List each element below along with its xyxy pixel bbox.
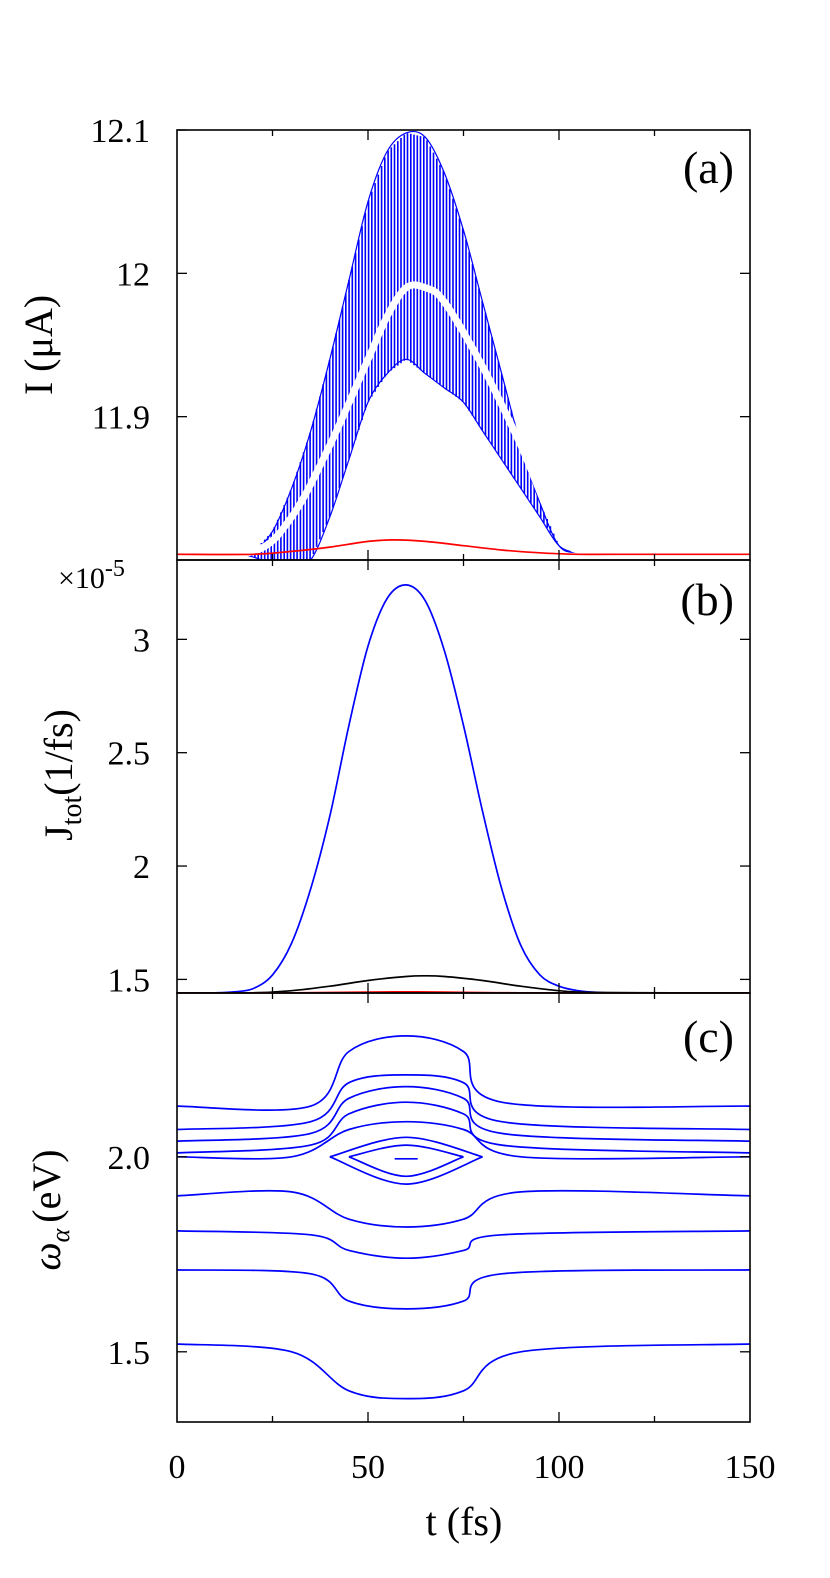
y-tick-label: 12 [116,256,150,293]
panel-c: 1.5 2.0 [108,992,751,1423]
panel-a-label: (a) [683,142,734,193]
x-tick-label: 0 [169,1449,186,1486]
panel-c-label: (c) [683,1011,734,1062]
panel-c-ylabel-symbol: ω [24,1242,69,1270]
panel-b-ylabel: Jtot(1/fs) [36,709,88,841]
series-2-line [177,1085,750,1143]
panel-a-ylabel-text: I (μA) [16,295,61,395]
panel-1-plot-area [177,584,750,993]
y-tick-label: 3 [133,622,150,659]
series-1-line [177,974,750,993]
panel-0-plot-area [177,130,750,560]
series-6-line [177,1230,750,1260]
series-10-line [329,1155,483,1185]
series-4-line [177,1120,750,1160]
panel-b-multiplier-base: ×10 [58,562,105,595]
series-0-line [177,584,750,993]
y-tick-label: 1.5 [108,1335,151,1372]
series-8-line [177,1343,750,1400]
y-tick-label: 2.0 [108,1140,151,1177]
series-1-line [177,539,750,556]
series-3-line [177,1101,750,1154]
panel-1-frame [176,559,751,994]
series-0-line [177,1035,750,1111]
panel-2-plot-area [177,1035,750,1400]
panel-c-ylabel-unit: (eV) [24,1149,69,1222]
panel-a-ylabel: I (μA) [16,295,61,395]
x-tick-label: 100 [534,1449,585,1486]
panel-c-ylabel-subscript: α [46,1227,75,1242]
y-tick-label: 2.5 [108,736,151,773]
series-0-mean-line [177,281,750,559]
panel-c-ylabel: ωα (eV) [24,1149,75,1270]
panel-a: 11.9 12 12.1 [91,113,751,561]
x-tick-label: 150 [725,1449,776,1486]
series-0-oscillation-band [177,130,750,560]
panel-b: 1.5 2 2.5 3 [108,559,751,999]
panel-b-ylabel-unit: (1/fs) [36,709,81,796]
x-tick-label: 50 [351,1449,385,1486]
series-9-line [329,1136,483,1158]
x-axis-title: t (fs) [426,1499,503,1544]
y-tick-label: 11.9 [92,400,150,437]
panel-2-frame [176,992,751,1423]
panel-b-ylabel-subscript: tot [57,796,88,826]
panel-b-multiplier: ×10-5 [58,556,125,595]
series-5-line [177,1189,750,1228]
series-1-line [177,1074,750,1131]
panel-b-ylabel-symbol: J [36,825,81,841]
series-11-line [348,1144,464,1158]
series-12-line [348,1155,464,1178]
panel-b-label: (b) [680,574,734,625]
series-7-line [177,1269,750,1310]
panel-b-multiplier-exp: -5 [105,556,125,582]
y-tick-label: 2 [133,849,150,886]
y-tick-label: 12.1 [91,113,151,150]
series-0-oscillation [234,133,558,560]
x-tick-labels: 0 50 100 150 [169,1449,776,1486]
y-tick-label: 1.5 [108,962,151,999]
